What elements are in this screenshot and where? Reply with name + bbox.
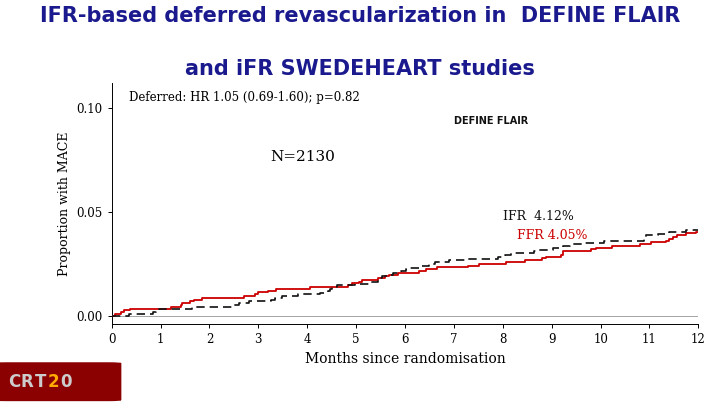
Text: 2: 2 bbox=[48, 373, 59, 391]
Text: DEFINE FLAIR: DEFINE FLAIR bbox=[454, 117, 528, 126]
X-axis label: Months since randomisation: Months since randomisation bbox=[305, 352, 505, 366]
Text: iFR: iFR bbox=[604, 117, 620, 126]
Text: T: T bbox=[35, 373, 46, 391]
Text: C: C bbox=[8, 373, 21, 391]
FancyBboxPatch shape bbox=[0, 361, 122, 402]
Text: 0: 0 bbox=[60, 373, 72, 391]
Text: and iFR SWEDEHEART studies: and iFR SWEDEHEART studies bbox=[185, 59, 535, 79]
Text: Escaned J et al JACC Cardiovasc Interv.  2018;11(15):1437-1449: Escaned J et al JACC Cardiovasc Interv. … bbox=[194, 377, 526, 387]
Text: FFR 4.05%: FFR 4.05% bbox=[518, 229, 588, 242]
Text: Deferred: HR 1.05 (0.69-1.60); p=0.82: Deferred: HR 1.05 (0.69-1.60); p=0.82 bbox=[129, 92, 360, 104]
Text: CRT: CRT bbox=[600, 375, 630, 389]
Text: R: R bbox=[21, 373, 34, 391]
Y-axis label: Proportion with MACE: Proportion with MACE bbox=[58, 131, 71, 276]
Text: IFR-based deferred revascularization in  DEFINE FLAIR: IFR-based deferred revascularization in … bbox=[40, 6, 680, 26]
Text: IFR  4.12%: IFR 4.12% bbox=[503, 210, 574, 223]
Text: N=2130: N=2130 bbox=[270, 151, 335, 164]
Text: online.org: online.org bbox=[630, 375, 700, 389]
